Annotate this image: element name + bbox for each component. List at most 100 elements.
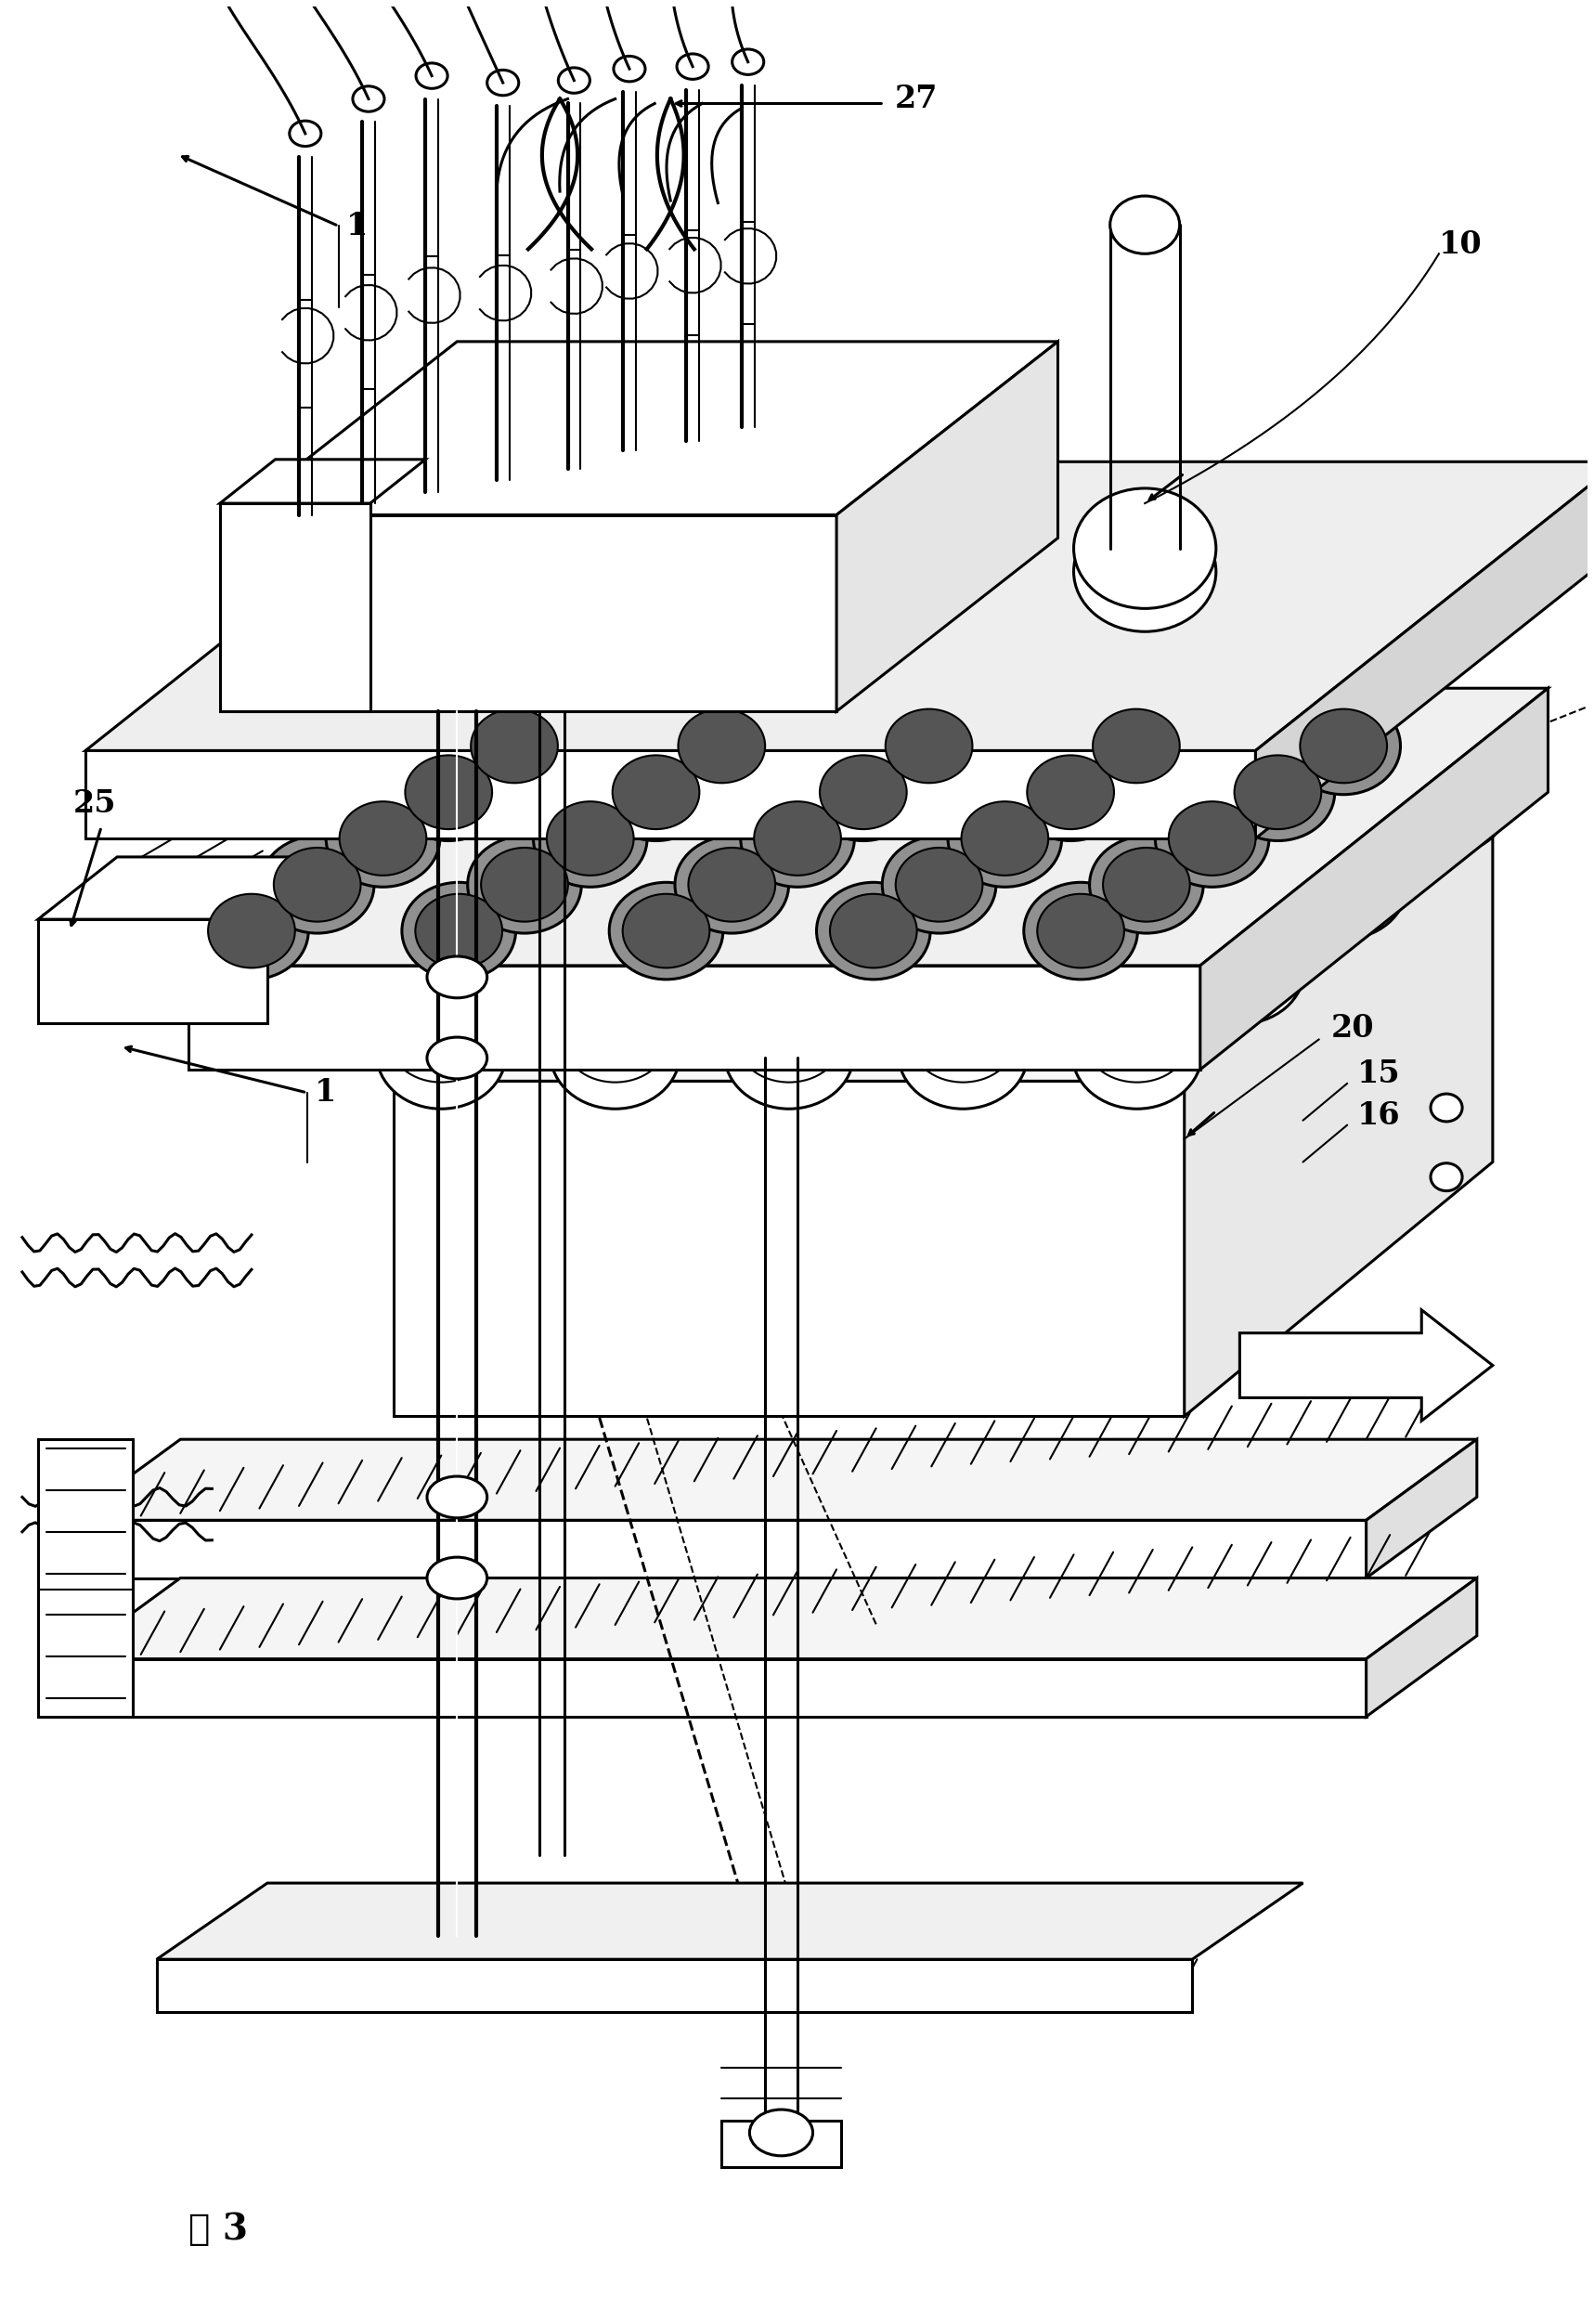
Text: 1: 1 [314, 1078, 336, 1109]
Ellipse shape [416, 895, 502, 967]
Polygon shape [394, 1081, 1184, 1415]
Ellipse shape [558, 67, 590, 93]
Ellipse shape [405, 755, 493, 830]
Ellipse shape [1291, 832, 1393, 913]
Polygon shape [70, 1439, 1478, 1520]
Ellipse shape [1086, 1002, 1188, 1083]
Ellipse shape [209, 895, 295, 967]
Ellipse shape [1090, 837, 1203, 934]
Ellipse shape [749, 2110, 813, 2157]
Ellipse shape [1079, 697, 1194, 795]
Text: 图 3: 图 3 [188, 2212, 247, 2247]
Ellipse shape [1301, 709, 1387, 783]
Ellipse shape [1023, 883, 1138, 978]
Polygon shape [38, 858, 346, 920]
Polygon shape [86, 462, 1594, 751]
Ellipse shape [1046, 746, 1149, 827]
Polygon shape [220, 460, 426, 504]
Polygon shape [220, 504, 370, 711]
Polygon shape [236, 516, 837, 711]
Ellipse shape [1103, 827, 1234, 939]
Ellipse shape [1175, 913, 1304, 1025]
Ellipse shape [194, 883, 308, 978]
Polygon shape [156, 1959, 1192, 2013]
Ellipse shape [599, 744, 713, 841]
Ellipse shape [677, 53, 708, 79]
Ellipse shape [427, 1037, 488, 1078]
Ellipse shape [840, 916, 944, 997]
Ellipse shape [623, 895, 709, 967]
Polygon shape [86, 751, 1256, 839]
Polygon shape [720, 2122, 842, 2168]
Ellipse shape [881, 837, 996, 934]
Text: 25: 25 [73, 788, 116, 818]
Ellipse shape [1156, 790, 1269, 888]
Ellipse shape [689, 848, 775, 923]
Ellipse shape [698, 746, 800, 827]
Text: 1: 1 [346, 211, 368, 242]
Polygon shape [236, 342, 1058, 516]
Polygon shape [38, 1439, 132, 1717]
Ellipse shape [1207, 744, 1336, 855]
Ellipse shape [470, 709, 558, 783]
Ellipse shape [427, 1476, 488, 1518]
Ellipse shape [732, 49, 764, 74]
Ellipse shape [582, 827, 711, 939]
Ellipse shape [754, 802, 842, 876]
Ellipse shape [327, 790, 440, 888]
Ellipse shape [872, 697, 985, 795]
Ellipse shape [896, 848, 982, 923]
Polygon shape [837, 342, 1058, 711]
Ellipse shape [1014, 916, 1117, 997]
Ellipse shape [1103, 848, 1189, 923]
Ellipse shape [816, 883, 931, 978]
Ellipse shape [596, 832, 698, 913]
Ellipse shape [1027, 755, 1114, 830]
Polygon shape [1240, 1311, 1492, 1420]
Ellipse shape [665, 697, 778, 795]
Ellipse shape [391, 1002, 493, 1083]
Ellipse shape [274, 848, 360, 923]
Polygon shape [70, 1520, 1366, 1578]
Ellipse shape [467, 837, 582, 934]
Ellipse shape [827, 913, 956, 1025]
Ellipse shape [1278, 827, 1408, 939]
Ellipse shape [427, 1557, 488, 1599]
Text: 27: 27 [894, 84, 939, 114]
Ellipse shape [677, 709, 765, 783]
Ellipse shape [1188, 916, 1291, 997]
Ellipse shape [770, 832, 872, 913]
Text: 16: 16 [1356, 1102, 1400, 1132]
Polygon shape [1256, 462, 1594, 839]
Polygon shape [188, 688, 1548, 964]
Ellipse shape [885, 709, 972, 783]
Ellipse shape [685, 744, 815, 855]
Ellipse shape [1380, 744, 1510, 855]
Ellipse shape [376, 997, 505, 1109]
Ellipse shape [1234, 755, 1321, 830]
Ellipse shape [944, 832, 1046, 913]
Ellipse shape [961, 802, 1049, 876]
Polygon shape [1366, 1578, 1478, 1717]
Ellipse shape [1286, 697, 1401, 795]
Ellipse shape [1033, 744, 1162, 855]
Ellipse shape [738, 1002, 840, 1083]
Text: 10: 10 [1439, 230, 1482, 260]
Ellipse shape [1074, 488, 1216, 609]
Ellipse shape [1001, 913, 1130, 1025]
Ellipse shape [534, 790, 647, 888]
Ellipse shape [948, 790, 1062, 888]
Polygon shape [394, 827, 1492, 1081]
Ellipse shape [547, 802, 634, 876]
Ellipse shape [1117, 832, 1219, 913]
Ellipse shape [1219, 746, 1323, 827]
Polygon shape [38, 920, 268, 1023]
Ellipse shape [352, 86, 384, 112]
Ellipse shape [416, 63, 448, 88]
Ellipse shape [614, 56, 646, 81]
Ellipse shape [674, 837, 789, 934]
Polygon shape [188, 964, 1200, 1069]
Ellipse shape [1393, 746, 1497, 827]
Ellipse shape [488, 70, 518, 95]
Polygon shape [1366, 1439, 1478, 1578]
